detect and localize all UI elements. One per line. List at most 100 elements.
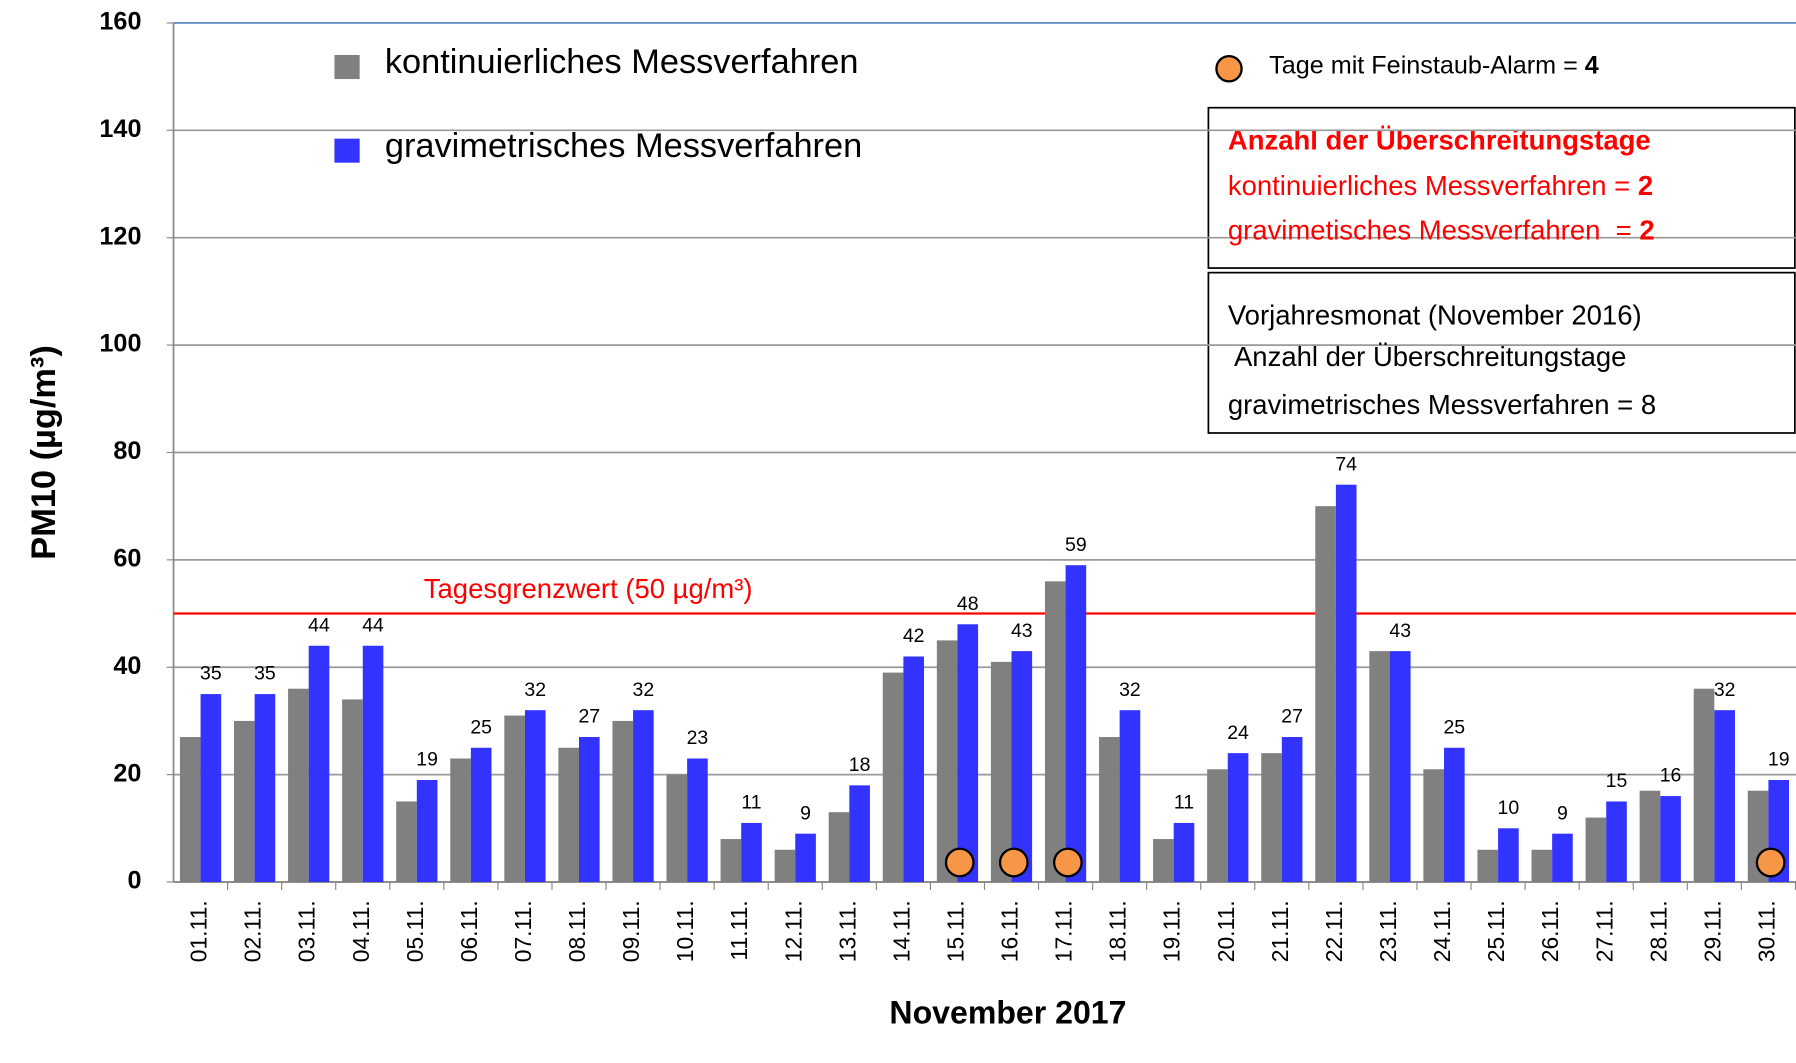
bar: [1693, 688, 1715, 882]
exceedance-value: 2: [1638, 170, 1653, 201]
value-label: 23: [687, 727, 709, 749]
exceedance-text: gravimetisches Messverfahren =: [1228, 215, 1639, 246]
legend-label: kontinuierliches Messverfahren: [385, 43, 859, 81]
exceedance-box: [1207, 106, 1796, 269]
bar: [828, 812, 850, 882]
x-tick-label: 15.11.: [942, 900, 968, 962]
bar: [1173, 822, 1195, 882]
bar: [200, 694, 222, 882]
bar: [524, 710, 546, 882]
previous-year-line: Anzahl der Überschreitungstage: [1228, 341, 1627, 372]
bar: [1369, 651, 1390, 882]
bar: [612, 720, 634, 882]
bar: [179, 737, 201, 882]
alarm-marker: [1755, 847, 1786, 878]
x-tick-label: 27.11.: [1591, 900, 1617, 962]
x-tick-label: 11.11.: [726, 900, 752, 960]
y-tick-label: 20: [113, 759, 141, 787]
value-label: 43: [1011, 620, 1033, 642]
bar: [1261, 753, 1282, 882]
bar: [234, 720, 255, 882]
x-tick-label: 26.11.: [1537, 900, 1563, 962]
x-tick-label: 07.11.: [510, 900, 536, 962]
value-label: 15: [1606, 770, 1628, 792]
bar: [990, 661, 1012, 882]
value-label: 16: [1660, 765, 1682, 787]
bar: [1119, 710, 1141, 882]
value-label: 11: [741, 792, 761, 814]
alarm-marker: [944, 847, 975, 878]
x-tick-label: 18.11.: [1105, 900, 1131, 962]
bar: [1227, 753, 1249, 882]
previous-year-box: [1207, 271, 1796, 434]
legend-label: gravimetrisches Messverfahren: [385, 127, 862, 165]
exceedance-text: kontinuierliches Messverfahren =: [1228, 170, 1638, 201]
x-tick-label: 25.11.: [1483, 900, 1509, 962]
y-tick-label: 100: [99, 330, 141, 358]
value-label: 9: [1557, 802, 1568, 824]
y-axis-label: PM10 (µg/m³): [25, 345, 63, 560]
value-label: 27: [578, 706, 600, 728]
value-label: 32: [1714, 679, 1736, 701]
bar: [1281, 737, 1303, 882]
value-label: 10: [1498, 797, 1520, 819]
x-tick-label: 22.11.: [1321, 900, 1347, 962]
x-tick-label: 06.11.: [456, 900, 482, 962]
previous-year-line: gravimetrisches Messverfahren = 8: [1228, 389, 1656, 420]
x-tick-label: 24.11.: [1429, 900, 1455, 962]
value-label: 32: [633, 679, 655, 701]
bar: [362, 645, 384, 882]
x-tick-label: 16.11.: [997, 900, 1023, 962]
bar: [1531, 849, 1553, 882]
bar: [849, 785, 870, 882]
y-tick-label: 40: [113, 652, 141, 680]
x-tick-label: 05.11.: [402, 900, 428, 962]
x-tick-label: 19.11.: [1159, 900, 1185, 962]
bar: [308, 645, 330, 882]
value-label: 18: [849, 754, 871, 776]
value-label: 59: [1065, 534, 1087, 556]
bar: [1335, 484, 1357, 882]
bar: [1207, 769, 1228, 882]
x-tick-label: 01.11.: [186, 900, 212, 962]
x-tick-label: 29.11.: [1699, 900, 1725, 962]
previous-year-line: Vorjahresmonat (November 2016): [1228, 300, 1642, 331]
exceedance-line: gravimetisches Messverfahren = 2: [1228, 215, 1655, 246]
bar: [666, 774, 688, 882]
bar: [1389, 651, 1411, 882]
value-label: 74: [1335, 453, 1357, 475]
x-tick-label: 13.11.: [834, 900, 860, 962]
value-label: 35: [200, 663, 222, 685]
value-label: 25: [1443, 716, 1465, 738]
x-tick-label: 14.11.: [888, 900, 914, 962]
value-label: 48: [957, 593, 979, 615]
value-label: 44: [362, 614, 384, 636]
bar: [1606, 801, 1627, 882]
bar: [795, 833, 816, 882]
bar: [882, 672, 904, 882]
bar: [720, 839, 742, 882]
x-tick-label: 10.11.: [672, 900, 698, 962]
exceedance-value: 2: [1639, 215, 1654, 246]
bar: [416, 779, 438, 882]
x-tick-label: 12.11.: [780, 900, 806, 962]
value-label: 32: [1119, 679, 1141, 701]
bar: [579, 737, 600, 882]
bar: [1444, 747, 1465, 882]
bar: [1315, 506, 1336, 882]
value-label: 25: [470, 716, 492, 738]
x-tick-label: 23.11.: [1375, 900, 1401, 962]
bar: [396, 801, 417, 882]
legend-swatch: [334, 55, 360, 80]
y-tick-label: 60: [113, 545, 141, 573]
bar: [1660, 796, 1681, 882]
y-tick-label: 80: [113, 437, 141, 465]
alarm-marker: [1052, 847, 1083, 878]
bar: [1714, 710, 1735, 882]
exceedance-line: kontinuierliches Messverfahren = 2: [1228, 170, 1653, 201]
x-tick-label: 30.11.: [1753, 900, 1779, 962]
bar: [254, 694, 276, 882]
value-label: 19: [1768, 749, 1790, 771]
x-tick-label: 02.11.: [240, 900, 266, 962]
